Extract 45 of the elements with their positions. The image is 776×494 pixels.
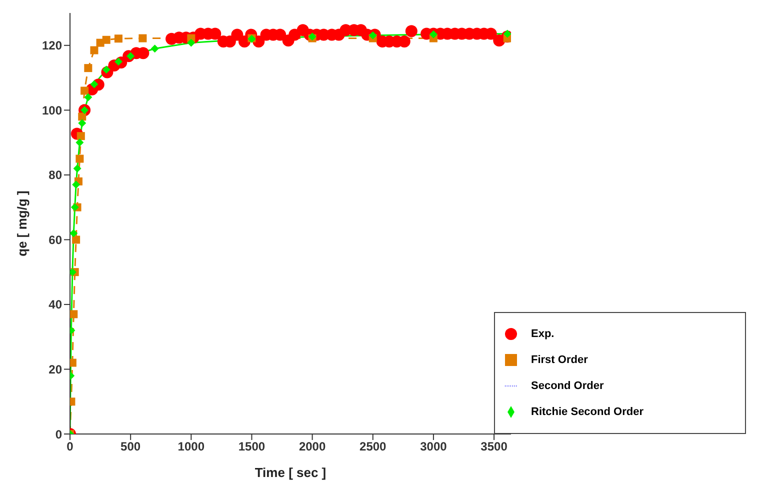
x-tick-label: 1000 (178, 440, 205, 454)
point (70, 310, 78, 318)
point (429, 30, 438, 38)
point (78, 112, 86, 121)
point (80, 86, 89, 95)
point (150, 44, 159, 53)
y-tick-label: 20 (48, 362, 62, 376)
legend-label: Second Order (531, 380, 604, 392)
point (114, 34, 122, 43)
y-tick-label: 0 (55, 427, 62, 442)
x-tick-label: 2500 (360, 440, 387, 454)
x-tick-label: 3500 (480, 440, 508, 454)
y-tick-label: 60 (48, 232, 62, 247)
point (405, 25, 418, 38)
point (72, 180, 80, 189)
x-axis-title: Time [ sec ] (254, 465, 326, 480)
point (84, 93, 92, 102)
legend-label: First Order (531, 354, 588, 366)
point (90, 46, 98, 54)
point (78, 119, 86, 128)
point (70, 229, 78, 238)
x-tick-label: 500 (120, 440, 141, 454)
point (368, 31, 377, 40)
point (138, 34, 147, 42)
y-tick-label: 120 (42, 38, 62, 53)
x-tick-label: 0 (66, 440, 74, 454)
point (84, 64, 92, 72)
x-tick-label: 1500 (238, 440, 266, 454)
legend-label: Ritchie Second Order (531, 406, 644, 418)
point (72, 236, 80, 244)
point (187, 38, 196, 47)
point (76, 154, 84, 163)
y-tick-label: 40 (48, 298, 62, 312)
point (90, 80, 98, 88)
point (73, 164, 82, 172)
y-axis-title: qe [ mg/g ] (14, 190, 30, 256)
x-tick-label: 2000 (298, 440, 326, 454)
point (102, 36, 110, 44)
legend-label: Exp. (531, 328, 554, 340)
x-tick-label: 3000 (420, 440, 448, 454)
y-tick-label: 100 (42, 103, 62, 118)
point (76, 138, 84, 147)
point (70, 203, 79, 212)
point (231, 28, 244, 41)
y-tick-label: 80 (48, 168, 62, 182)
